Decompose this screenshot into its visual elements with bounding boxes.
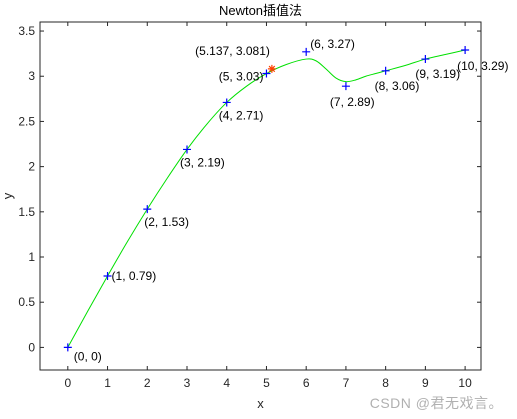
- data-point-marker: [461, 46, 470, 55]
- y-axis-label: y: [0, 192, 15, 199]
- plot-area: [39, 21, 482, 371]
- data-point-marker: [302, 47, 311, 56]
- data-point-label: (7, 2.89): [330, 95, 375, 109]
- interpolation-curve: [67, 49, 466, 348]
- data-point-marker: [421, 55, 430, 64]
- data-point-label: (6, 3.27): [310, 37, 355, 51]
- y-tick-label: 3.5: [18, 24, 35, 38]
- data-point-label: (2, 1.53): [144, 215, 189, 229]
- ticks: 0 1 2 3 4 5 6 7 8 9 10 0 0.5 1 1.5 2 2.5 3 3.5: [18, 22, 481, 390]
- data-point-label: (9, 3.19): [415, 67, 460, 81]
- x-tick-label: 10: [458, 376, 472, 390]
- y-tick-label: 1.5: [18, 205, 35, 219]
- data-point-label: (0, 0): [74, 349, 102, 363]
- data-point-label: (4, 2.71): [219, 108, 264, 122]
- x-axis-label: x: [257, 396, 264, 411]
- y-tick-label: 0.5: [18, 295, 35, 309]
- x-tick-label: 2: [144, 376, 151, 390]
- data-point-label: (5, 3.03): [219, 70, 264, 84]
- data-point-label: (5.137, 3.081): [195, 44, 270, 58]
- query-point-marker: [267, 64, 276, 73]
- data-point-marker: [381, 66, 390, 75]
- y-tick-label: 1: [28, 250, 35, 264]
- y-tick-label: 2: [28, 160, 35, 174]
- y-tick-label: 2.5: [18, 114, 35, 128]
- interpolation-curve-layer: [67, 49, 466, 348]
- data-point-label: (8, 3.06): [375, 79, 420, 93]
- data-point-label: (10, 3.29): [457, 59, 508, 73]
- points-layer: (0, 0) (1, 0.79) (2, 1.53) (3, 2.19) (4, 2.7…: [63, 37, 508, 363]
- data-point-marker: [103, 271, 112, 280]
- chart-title: Newton插值法: [219, 3, 302, 18]
- x-tick-label: 7: [343, 376, 350, 390]
- x-tick-label: 8: [382, 376, 389, 390]
- data-point-marker: [183, 145, 191, 154]
- data-point-marker: [222, 98, 231, 107]
- data-point-marker: [262, 69, 271, 78]
- data-point-marker: [341, 82, 350, 91]
- data-point-label: (3, 2.19): [180, 155, 225, 169]
- x-tick-label: 1: [104, 376, 111, 390]
- data-point-marker: [63, 343, 72, 352]
- y-tick-label: 3: [28, 69, 35, 83]
- x-tick-label: 3: [184, 376, 191, 390]
- watermark: CSDN @君无戏言。: [369, 395, 503, 411]
- x-tick-label: 5: [263, 376, 270, 390]
- x-tick-label: 0: [64, 376, 71, 390]
- data-point-label: (1, 0.79): [112, 269, 157, 283]
- data-point-marker: [143, 205, 152, 214]
- x-tick-label: 6: [303, 376, 310, 390]
- x-tick-label: 4: [223, 376, 230, 390]
- x-tick-label: 9: [422, 376, 429, 390]
- y-tick-label: 0: [28, 340, 35, 354]
